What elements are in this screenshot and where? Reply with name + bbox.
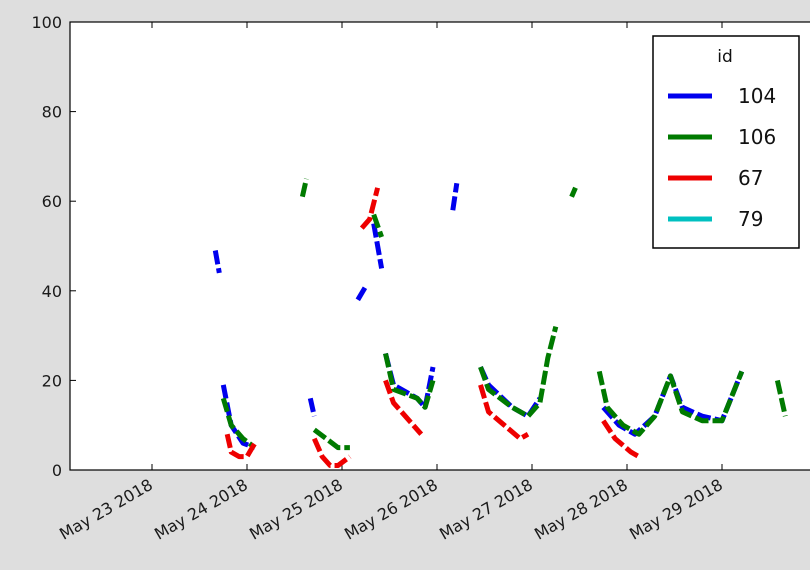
x-tick-label: May 24 2018 [151, 475, 251, 544]
y-tick-label: 0 [52, 461, 62, 480]
series-line [371, 213, 384, 238]
series-layer [212, 178, 788, 468]
legend-box [652, 35, 800, 249]
series-line [299, 178, 309, 198]
y-axis: 0 20 40 60 80 100 [31, 13, 76, 480]
series-line [312, 427, 350, 451]
legend-label: 67 [738, 166, 763, 190]
series-line [307, 397, 317, 417]
y-tick-label: 80 [42, 103, 62, 122]
legend-title: id [717, 47, 733, 67]
legend-label: 79 [738, 207, 763, 231]
series-line [478, 384, 530, 442]
x-tick-label: May 26 2018 [341, 475, 441, 544]
series-line [596, 370, 745, 437]
series-line [450, 182, 460, 211]
series-line [601, 419, 641, 459]
x-tick-label: May 28 2018 [531, 475, 631, 544]
series-line [224, 433, 258, 460]
series-line [383, 352, 436, 410]
series-line [212, 250, 222, 274]
y-tick-label: 40 [42, 282, 62, 301]
legend-item-104: 104 [668, 84, 776, 108]
series-106 [220, 178, 788, 451]
legend-item-67: 67 [668, 166, 763, 190]
series-67 [224, 187, 641, 468]
legend-item-79: 79 [668, 207, 763, 231]
series-line [359, 187, 381, 230]
series-line [312, 437, 352, 468]
series-line [478, 325, 559, 419]
y-tick-label: 20 [42, 371, 62, 390]
legend: id 104 106 67 79 [652, 35, 800, 249]
series-line [371, 223, 385, 269]
legend-label: 106 [738, 125, 776, 149]
x-tick-label: May 29 2018 [626, 475, 726, 544]
series-line [383, 379, 424, 436]
legend-item-106: 106 [668, 125, 776, 149]
legend-items: 104 106 67 79 [668, 84, 776, 231]
legend-label: 104 [738, 84, 776, 108]
series-line [220, 397, 257, 450]
series-line [569, 186, 578, 198]
y-tick-label: 60 [42, 192, 62, 211]
series-line [355, 285, 368, 302]
x-tick-label: May 27 2018 [436, 475, 536, 544]
x-tick-label: May 23 2018 [56, 475, 156, 544]
series-line [774, 379, 788, 417]
x-tick-label: May 25 2018 [246, 475, 346, 544]
y-tick-label: 100 [31, 13, 62, 32]
